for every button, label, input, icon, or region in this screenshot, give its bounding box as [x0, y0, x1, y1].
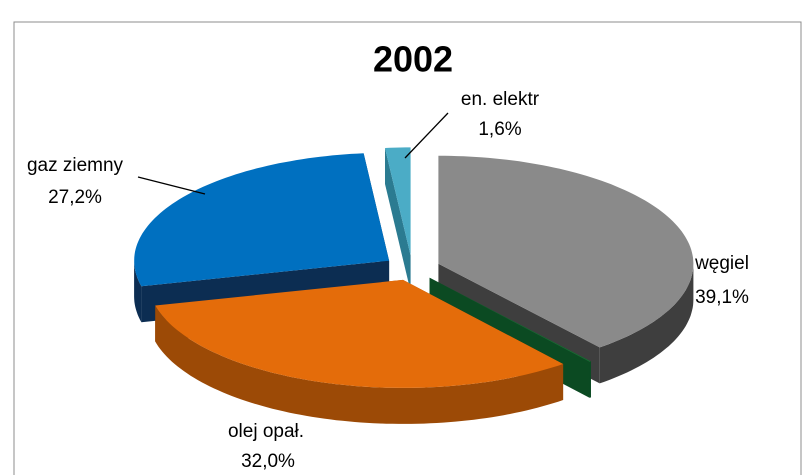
value-label: 27,2% — [48, 187, 102, 208]
slice-side — [155, 305, 564, 424]
slice-label: olej opał. — [228, 421, 304, 442]
value-label: 39,1% — [695, 287, 749, 308]
slice-label: en. elektr — [461, 89, 540, 110]
chart-title: 2002 — [373, 39, 453, 80]
slice — [134, 153, 390, 287]
leader-line — [137, 176, 206, 195]
value-label: 32,0% — [241, 451, 295, 472]
slice — [438, 155, 694, 348]
slice-side — [589, 361, 591, 398]
leader-line — [404, 112, 449, 159]
slice-wall — [385, 148, 411, 292]
slice-side — [134, 260, 142, 323]
slice — [429, 277, 591, 362]
slice-side — [599, 263, 694, 384]
slice — [155, 279, 564, 388]
slice-label: węgiel — [694, 253, 749, 274]
value-label: 1,6% — [478, 119, 521, 140]
slice-label: gaz ziemny — [27, 155, 124, 176]
slice — [385, 147, 411, 256]
